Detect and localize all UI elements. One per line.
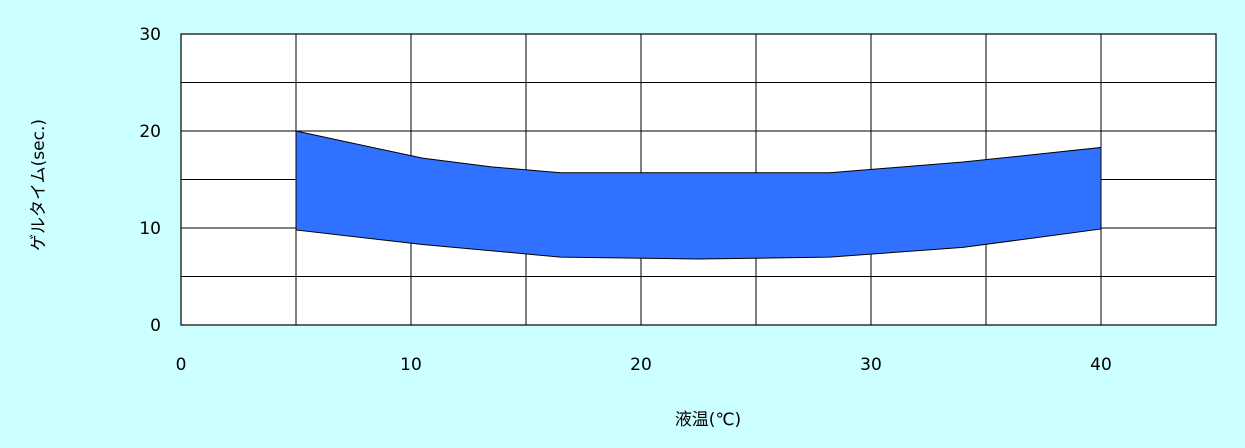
y-tick-label: 0 (150, 316, 161, 336)
x-tick-label: 40 (1090, 355, 1112, 375)
x-axis-ticks: 0 10 20 30 40 (176, 355, 1112, 375)
plot-frame (180, 33, 1217, 326)
y-tick-label: 10 (139, 219, 161, 239)
x-tick-label: 0 (176, 355, 187, 375)
y-tick-label: 30 (139, 25, 161, 45)
gel-time-range-band (295, 130, 1102, 260)
y-tick-label: 20 (139, 122, 161, 142)
x-axis-title: 液温(℃) (675, 410, 741, 430)
x-tick-label: 20 (630, 355, 652, 375)
x-tick-label: 10 (400, 355, 422, 375)
x-tick-label: 30 (860, 355, 882, 375)
y-axis-title: ゲルタイム(sec.) (29, 119, 49, 251)
y-axis-ticks: 0 10 20 30 (139, 25, 161, 336)
